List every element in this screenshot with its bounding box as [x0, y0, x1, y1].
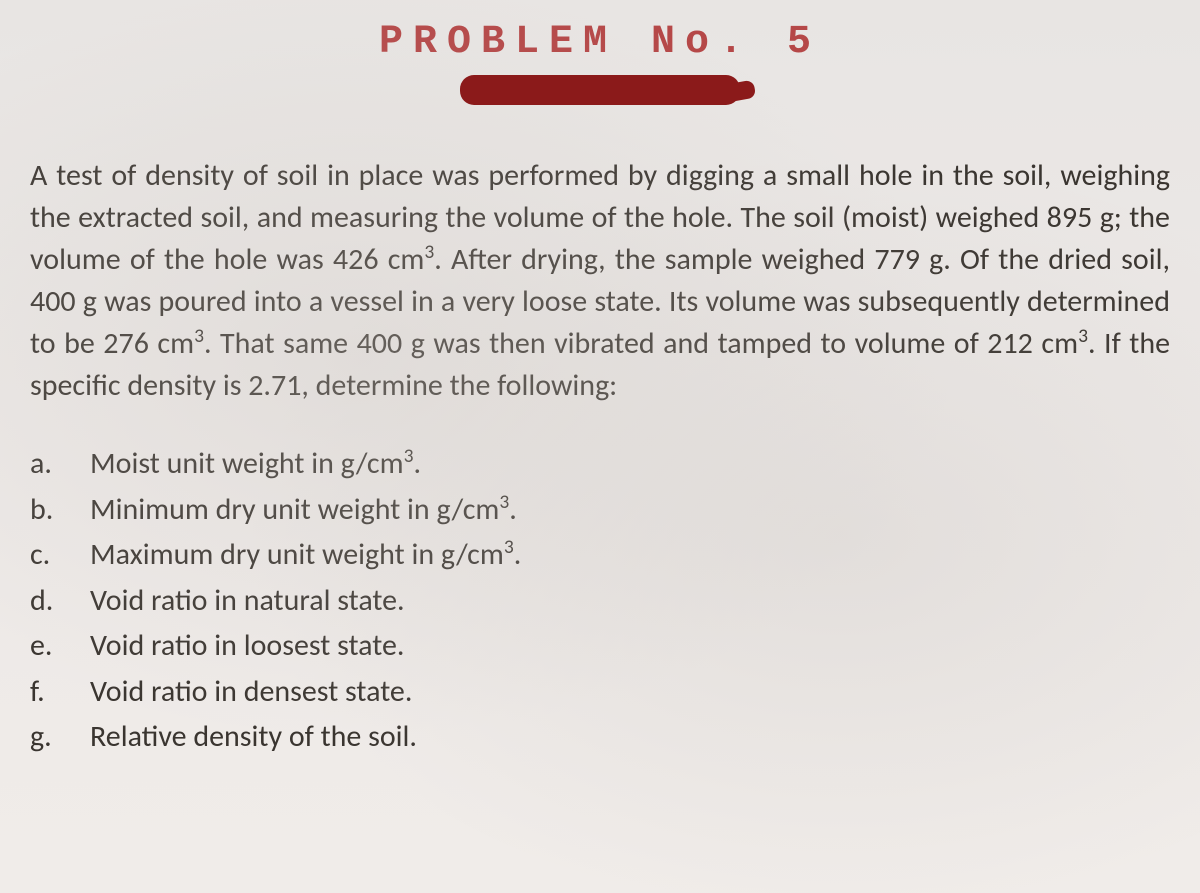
item-letter: g. [30, 715, 90, 759]
item-letter: a. [30, 442, 90, 486]
item-text: Void ratio in densest state. [90, 670, 1170, 714]
redaction-container [30, 75, 1170, 105]
item-letter: c. [30, 533, 90, 577]
redaction-mark [460, 75, 740, 105]
list-item: c. Maximum dry unit weight in g/cm3. [30, 533, 1170, 577]
item-text: Moist unit weight in g/cm3. [90, 442, 1170, 486]
list-item: e. Void ratio in loosest state. [30, 624, 1170, 668]
question-list: a. Moist unit weight in g/cm3. b. Minimu… [30, 442, 1170, 759]
problem-body-text: A test of density of soil in place was p… [30, 155, 1170, 407]
item-letter: d. [30, 579, 90, 623]
list-item: b. Minimum dry unit weight in g/cm3. [30, 488, 1170, 532]
item-letter: e. [30, 624, 90, 668]
list-item: a. Moist unit weight in g/cm3. [30, 442, 1170, 486]
item-letter: f. [30, 670, 90, 714]
item-text: Relative density of the soil. [90, 715, 1170, 759]
list-item: d. Void ratio in natural state. [30, 579, 1170, 623]
list-item: g. Relative density of the soil. [30, 715, 1170, 759]
item-text: Minimum dry unit weight in g/cm3. [90, 488, 1170, 532]
item-letter: b. [30, 488, 90, 532]
item-text: Void ratio in natural state. [90, 579, 1170, 623]
item-text: Maximum dry unit weight in g/cm3. [90, 533, 1170, 577]
problem-title: PROBLEM No. 5 [30, 20, 1170, 65]
item-text: Void ratio in loosest state. [90, 624, 1170, 668]
list-item: f. Void ratio in densest state. [30, 670, 1170, 714]
